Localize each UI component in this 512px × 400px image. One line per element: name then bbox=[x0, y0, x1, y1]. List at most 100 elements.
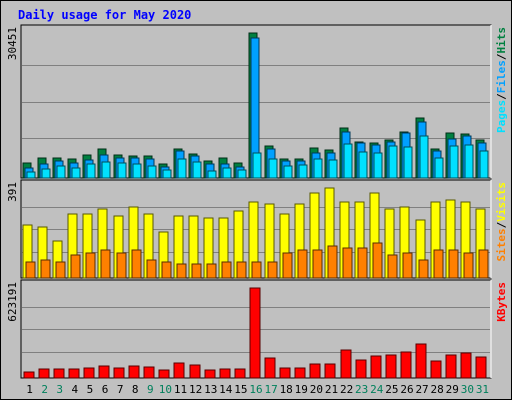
bar-pages-14 bbox=[222, 167, 232, 179]
x-tick-label-24: 24 bbox=[370, 383, 384, 396]
bar-pages-24 bbox=[373, 152, 383, 179]
bar-sites-2 bbox=[40, 259, 51, 279]
bar-kbytes-12 bbox=[189, 364, 201, 379]
bar-sites-21 bbox=[327, 245, 338, 279]
x-tick-label-26: 26 bbox=[400, 383, 413, 396]
x-tick-label-22: 22 bbox=[340, 383, 353, 396]
x-tick-label-12: 12 bbox=[189, 383, 202, 396]
x-tick-label-19: 19 bbox=[295, 383, 308, 396]
legend-files: Files bbox=[495, 60, 508, 93]
bar-sites-1 bbox=[25, 261, 36, 279]
panel-kbytes-ymax-label: 623191 bbox=[6, 282, 19, 322]
bar-kbytes-1 bbox=[23, 371, 35, 379]
bar-sites-24 bbox=[372, 242, 383, 279]
bar-pages-1 bbox=[26, 171, 36, 179]
bar-sites-16 bbox=[251, 261, 262, 279]
bar-pages-18 bbox=[283, 165, 293, 179]
x-tick-label-14: 14 bbox=[219, 383, 233, 396]
x-tick-label-4: 4 bbox=[72, 383, 79, 396]
bar-kbytes-5 bbox=[83, 367, 95, 379]
bar-pages-30 bbox=[464, 144, 474, 179]
bar-sites-14 bbox=[221, 261, 232, 279]
bar-pages-3 bbox=[56, 165, 66, 179]
bar-pages-2 bbox=[41, 168, 51, 179]
bar-pages-8 bbox=[132, 163, 142, 179]
x-tick-label-17: 17 bbox=[264, 383, 277, 396]
bar-sites-9 bbox=[146, 259, 157, 279]
bar-sites-25 bbox=[387, 254, 398, 279]
bar-sites-6 bbox=[100, 249, 111, 279]
legend-kbytes: KBytes bbox=[495, 282, 508, 322]
bar-kbytes-8 bbox=[128, 365, 140, 379]
bar-kbytes-16 bbox=[249, 287, 261, 379]
legend-separator: / bbox=[495, 93, 508, 100]
bar-sites-26 bbox=[402, 252, 413, 279]
bar-kbytes-6 bbox=[98, 365, 110, 379]
x-tick-label-27: 27 bbox=[415, 383, 428, 396]
bar-kbytes-28 bbox=[430, 360, 442, 379]
x-tick-label-15: 15 bbox=[234, 383, 247, 396]
bar-kbytes-10 bbox=[158, 369, 170, 379]
x-tick-label-6: 6 bbox=[102, 383, 109, 396]
panel-visits: 391 Sites/Visits bbox=[6, 179, 508, 279]
bar-kbytes-13 bbox=[204, 369, 216, 379]
bar-pages-23 bbox=[358, 151, 368, 179]
x-tick-label-9: 9 bbox=[147, 383, 154, 396]
bar-pages-4 bbox=[71, 167, 81, 179]
bar-kbytes-25 bbox=[385, 354, 397, 379]
bar-sites-8 bbox=[131, 249, 142, 279]
bar-pages-20 bbox=[313, 158, 323, 179]
bar-pages-19 bbox=[298, 164, 308, 179]
x-tick-label-8: 8 bbox=[132, 383, 139, 396]
bar-kbytes-20 bbox=[309, 363, 321, 379]
bar-sites-31 bbox=[478, 249, 489, 279]
bar-pages-11 bbox=[177, 158, 187, 179]
panel-hits-legend: Pages/Files/Hits bbox=[495, 27, 508, 133]
chart-panels: 30451Pages/Files/Hits391Sites/Visits6231… bbox=[6, 24, 508, 379]
bar-kbytes-23 bbox=[355, 359, 367, 379]
bar-pages-28 bbox=[434, 157, 444, 179]
bar-sites-13 bbox=[206, 263, 217, 279]
x-tick-label-18: 18 bbox=[280, 383, 293, 396]
bar-pages-13 bbox=[207, 170, 217, 179]
bar-pages-7 bbox=[117, 162, 127, 179]
x-tick-label-2: 2 bbox=[41, 383, 48, 396]
x-tick-label-21: 21 bbox=[325, 383, 338, 396]
bar-sites-4 bbox=[70, 254, 81, 279]
x-tick-label-10: 10 bbox=[159, 383, 172, 396]
x-tick-label-28: 28 bbox=[431, 383, 444, 396]
bar-kbytes-14 bbox=[219, 368, 231, 379]
bar-kbytes-9 bbox=[143, 366, 155, 379]
bar-kbytes-30 bbox=[460, 352, 472, 379]
bar-sites-10 bbox=[161, 261, 172, 279]
legend-sites: Sites bbox=[495, 228, 508, 261]
bar-sites-19 bbox=[297, 249, 308, 279]
bar-sites-17 bbox=[267, 261, 278, 279]
bar-sites-12 bbox=[191, 263, 202, 279]
bar-kbytes-27 bbox=[415, 343, 427, 379]
x-tick-label-25: 25 bbox=[385, 383, 398, 396]
bar-pages-21 bbox=[328, 159, 338, 179]
x-tick-label-31: 31 bbox=[476, 383, 489, 396]
bar-pages-27 bbox=[419, 135, 429, 179]
legend-visits: Visits bbox=[495, 182, 508, 222]
x-tick-label-11: 11 bbox=[174, 383, 187, 396]
bar-pages-15 bbox=[237, 169, 247, 179]
legend-separator: / bbox=[495, 53, 508, 60]
bar-sites-15 bbox=[236, 261, 247, 279]
bar-pages-29 bbox=[449, 145, 459, 179]
bar-sites-29 bbox=[448, 249, 459, 279]
bar-sites-7 bbox=[116, 252, 127, 279]
bar-kbytes-7 bbox=[113, 367, 125, 379]
x-tick-label-5: 5 bbox=[87, 383, 94, 396]
legend-pages: Pages bbox=[495, 100, 508, 133]
panel-visits-legend: Sites/Visits bbox=[495, 182, 508, 262]
bar-kbytes-18 bbox=[279, 367, 291, 379]
chart-title: Daily usage for May 2020 bbox=[18, 8, 191, 22]
x-tick-label-30: 30 bbox=[461, 383, 474, 396]
bar-pages-6 bbox=[101, 161, 111, 179]
bar-sites-18 bbox=[282, 252, 293, 279]
bar-kbytes-26 bbox=[400, 351, 412, 379]
bar-kbytes-31 bbox=[475, 356, 487, 379]
